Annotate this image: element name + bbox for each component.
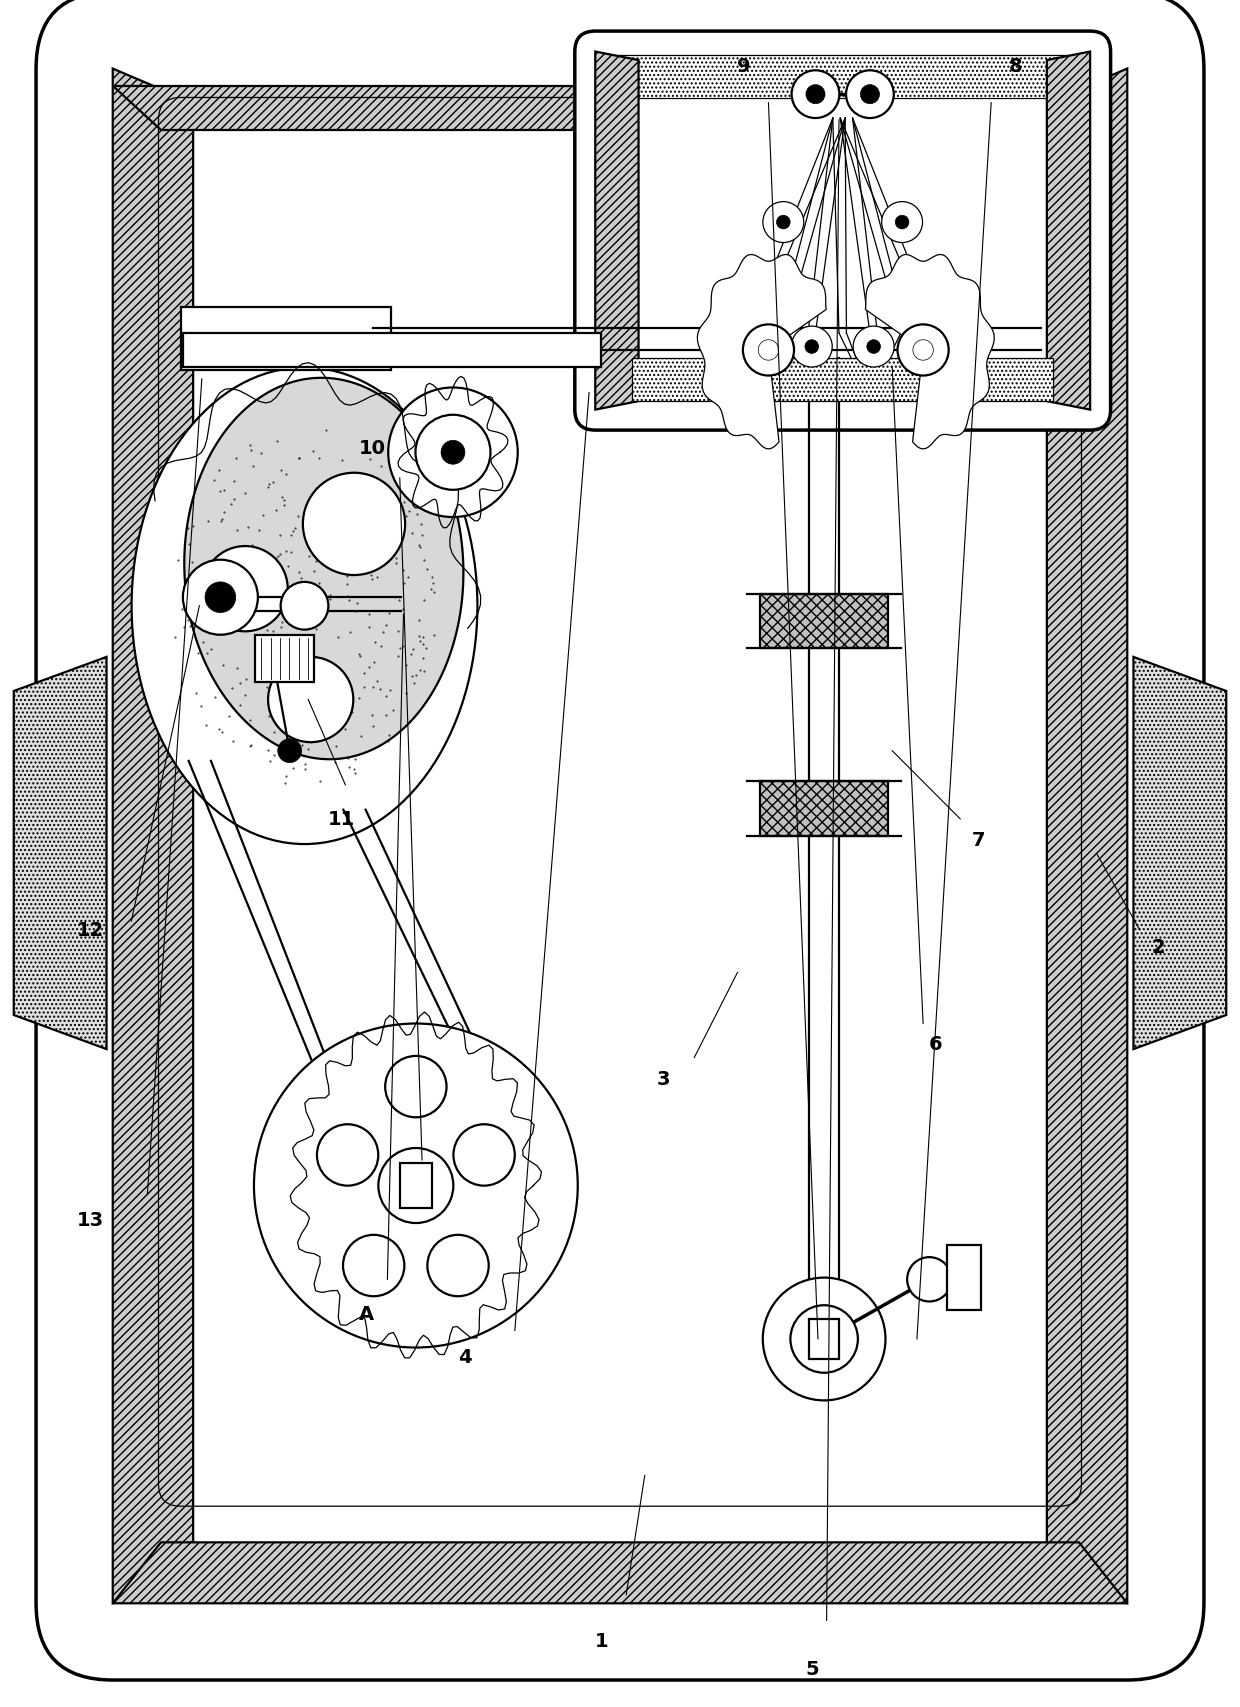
Circle shape (343, 1236, 404, 1297)
Circle shape (280, 582, 329, 630)
Circle shape (806, 85, 825, 104)
Text: 12: 12 (77, 920, 104, 939)
Circle shape (776, 217, 790, 230)
Text: 11: 11 (329, 809, 355, 830)
Polygon shape (184, 333, 601, 367)
Circle shape (853, 328, 894, 367)
Circle shape (254, 1024, 578, 1349)
Polygon shape (113, 87, 601, 130)
Polygon shape (181, 309, 391, 370)
Text: 1: 1 (595, 1632, 609, 1651)
Circle shape (202, 546, 288, 632)
Polygon shape (113, 70, 193, 1603)
Text: 6: 6 (929, 1034, 942, 1053)
Polygon shape (1133, 657, 1226, 1050)
Circle shape (908, 1258, 951, 1302)
Text: 4: 4 (459, 1347, 472, 1366)
Circle shape (758, 340, 779, 360)
Polygon shape (14, 657, 107, 1050)
Circle shape (895, 217, 909, 230)
Circle shape (791, 328, 832, 367)
Bar (810, 1320, 839, 1360)
Text: 9: 9 (737, 56, 750, 75)
Bar (601, 56, 1084, 99)
Circle shape (278, 739, 301, 763)
Text: 7: 7 (972, 830, 986, 850)
Text: 3: 3 (656, 1069, 670, 1087)
Polygon shape (113, 1543, 1127, 1603)
Polygon shape (595, 53, 639, 410)
Circle shape (303, 473, 405, 575)
Circle shape (790, 1306, 858, 1372)
Text: 13: 13 (77, 1210, 104, 1229)
Polygon shape (1047, 53, 1090, 410)
Polygon shape (866, 256, 994, 449)
Circle shape (867, 340, 880, 353)
FancyBboxPatch shape (36, 0, 1204, 1680)
Circle shape (898, 326, 949, 376)
Circle shape (386, 1057, 446, 1118)
Circle shape (317, 1125, 378, 1186)
Circle shape (763, 203, 804, 244)
Bar (760, 594, 889, 649)
Circle shape (791, 72, 839, 119)
Bar (399, 1164, 432, 1209)
Text: 2: 2 (1152, 937, 1166, 956)
Circle shape (913, 340, 934, 360)
Circle shape (428, 1236, 489, 1297)
Text: 5: 5 (805, 1659, 818, 1678)
Circle shape (882, 203, 923, 244)
Circle shape (846, 72, 894, 119)
Circle shape (743, 326, 794, 376)
Circle shape (388, 387, 518, 517)
Ellipse shape (131, 369, 477, 845)
Circle shape (205, 582, 236, 613)
Bar (632, 358, 1053, 401)
Text: 8: 8 (1009, 56, 1023, 75)
Circle shape (441, 440, 465, 464)
Polygon shape (697, 256, 826, 449)
Circle shape (378, 1149, 454, 1224)
Circle shape (763, 1279, 885, 1400)
Circle shape (805, 340, 818, 353)
Circle shape (861, 85, 879, 104)
Polygon shape (185, 379, 464, 760)
FancyBboxPatch shape (575, 32, 1111, 430)
Text: 10: 10 (360, 439, 386, 457)
Bar (946, 1246, 981, 1311)
Circle shape (268, 657, 353, 743)
Circle shape (454, 1125, 515, 1186)
Circle shape (415, 415, 491, 490)
Polygon shape (1047, 70, 1127, 1603)
Bar (255, 635, 315, 683)
Circle shape (182, 560, 258, 635)
Text: A: A (358, 1304, 374, 1323)
Bar (760, 782, 889, 836)
